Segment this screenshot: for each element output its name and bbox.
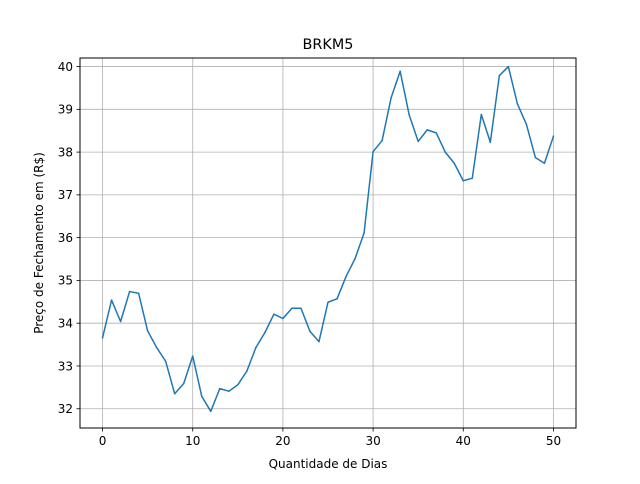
grid-layer [80,58,576,428]
data-point [444,151,446,153]
data-point [282,317,284,320]
data-point [543,162,546,164]
data-point [525,123,528,126]
data-point [462,180,465,182]
data-point [128,290,131,293]
data-point [489,141,492,144]
x-axis-label: Quantidade de Dias [269,457,388,471]
data-point [390,97,392,99]
data-point [552,135,555,138]
x-tick-label: 40 [456,434,471,448]
y-tick-label: 37 [58,188,73,202]
data-point [173,393,176,395]
chart-title: BRKM5 [303,37,354,53]
data-point [201,395,203,398]
x-tick-label: 0 [99,434,107,448]
data-point [498,74,501,77]
data-point [101,337,104,339]
y-tick-label: 39 [58,103,73,117]
data-point [255,346,257,349]
plot-frame [79,57,577,429]
data-point [237,384,239,386]
y-tick-label: 33 [58,359,73,373]
x-tick-label: 20 [275,434,290,448]
data-point [318,340,320,343]
data-point [354,257,356,260]
data-point [309,330,311,333]
data-point [435,132,437,134]
y-tick-label: 38 [58,145,73,159]
data-point [264,331,266,334]
data-point [164,360,167,363]
data-point [155,346,158,349]
data-point [408,114,410,116]
data-point [246,370,248,372]
data-point [417,140,419,143]
data-point [336,298,338,300]
x-tick-label: 30 [365,434,380,448]
data-point [191,355,194,357]
data-point [453,162,455,164]
data-point [119,320,122,323]
x-tick-label: 50 [546,434,561,448]
data-point [480,113,483,116]
data-point [182,382,185,385]
data-point [110,299,113,301]
data-point [210,410,212,413]
y-tick-label: 32 [58,402,73,416]
data-point [300,307,302,309]
data-point [372,150,374,153]
data-point [137,292,140,295]
data-point [291,307,293,309]
data-point [534,156,537,159]
data-point [399,70,401,73]
data-point [228,390,230,392]
line-layer [101,65,555,413]
y-axis-label: Preço de Fechamento em (R$) [32,152,46,334]
data-point [381,139,383,142]
data-point [219,387,221,390]
data-point [471,177,474,179]
data-point [426,129,428,131]
data-point [507,65,510,68]
data-point [363,232,365,234]
data-point [345,275,347,278]
data-point [273,313,275,315]
y-tick-label: 34 [58,317,73,331]
data-point [327,301,329,303]
data-point [146,330,149,332]
y-tick-label: 35 [58,274,73,288]
data-point [516,103,519,105]
tick-layer: 0 10 20 30 40 50 32 33 34 35 36 37 38 39 40 [58,60,561,448]
y-tick-label: 40 [58,60,73,74]
x-tick-label: 10 [185,434,200,448]
y-tick-label: 36 [58,231,73,245]
